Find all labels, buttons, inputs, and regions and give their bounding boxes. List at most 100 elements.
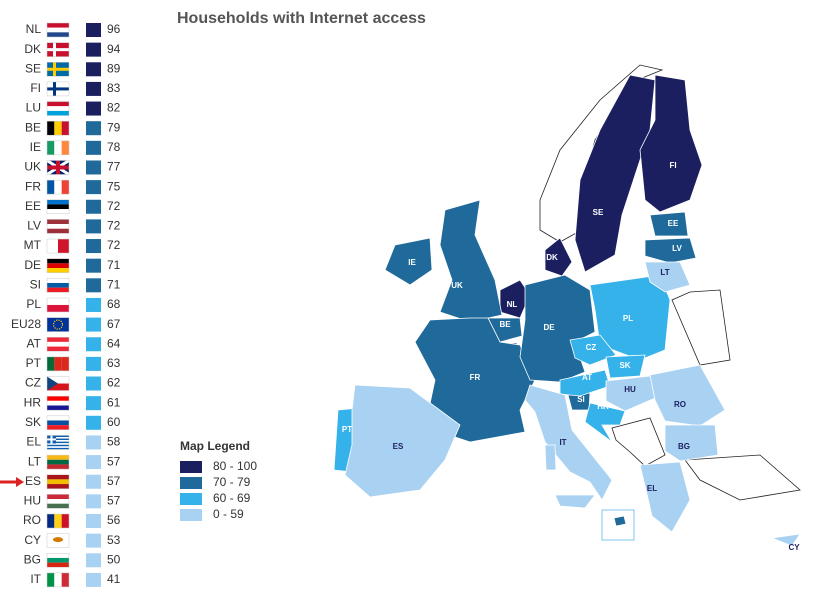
map-label: BE bbox=[499, 320, 511, 329]
value-label: 41 bbox=[107, 572, 121, 586]
map-legend: Map Legend 80 - 100 70 - 79 60 - 69 0 - 59 bbox=[180, 439, 257, 521]
map-label: SE bbox=[593, 208, 604, 217]
flag-border bbox=[46, 278, 70, 293]
map-label: CZ bbox=[586, 343, 597, 352]
country-shape bbox=[574, 74, 656, 273]
map-label: DK bbox=[546, 253, 558, 262]
country-code: LV bbox=[27, 219, 41, 233]
value-swatch bbox=[86, 258, 101, 273]
value-label: 71 bbox=[107, 277, 121, 291]
flag-border bbox=[46, 454, 70, 470]
flag-part bbox=[47, 23, 69, 28]
flag bbox=[46, 238, 70, 254]
flag-part bbox=[47, 209, 69, 214]
value-swatch bbox=[86, 435, 101, 450]
country-code: CZ bbox=[25, 376, 41, 390]
flag-part bbox=[54, 572, 62, 587]
country-shape bbox=[519, 274, 596, 383]
flag-part bbox=[47, 479, 69, 485]
value-swatch bbox=[86, 140, 101, 155]
flag-part bbox=[47, 494, 69, 500]
country-shape bbox=[613, 515, 627, 527]
value-swatch bbox=[86, 553, 101, 568]
flag bbox=[46, 454, 70, 470]
flag-border bbox=[46, 533, 70, 548]
country-shape bbox=[384, 237, 433, 286]
value-label: 62 bbox=[107, 376, 121, 390]
flag-part bbox=[54, 180, 62, 195]
value-swatch bbox=[86, 101, 101, 116]
country-code: HR bbox=[24, 395, 42, 409]
flag-part bbox=[47, 425, 69, 430]
flag-part bbox=[47, 282, 69, 288]
flag-part bbox=[47, 438, 69, 441]
map-label: IE bbox=[408, 258, 416, 267]
value-label: 63 bbox=[107, 356, 121, 370]
flag bbox=[46, 533, 70, 548]
mt-inset bbox=[601, 509, 635, 541]
flag-border bbox=[46, 356, 70, 372]
value-label: 53 bbox=[107, 533, 121, 547]
title: Households with Internet access bbox=[177, 10, 426, 27]
country-code: SI bbox=[30, 277, 41, 291]
flag bbox=[46, 513, 70, 529]
map-label: RO bbox=[674, 400, 686, 409]
value-label: 78 bbox=[107, 140, 121, 154]
country-code: AT bbox=[27, 336, 42, 350]
flag-part bbox=[47, 297, 69, 305]
legend-label: 0 - 59 bbox=[213, 507, 244, 521]
value-label: 68 bbox=[107, 297, 121, 311]
flag bbox=[46, 376, 70, 391]
country-shape bbox=[559, 369, 611, 397]
flag-part bbox=[47, 557, 69, 563]
map-label: LV bbox=[672, 244, 682, 253]
map-label: AT bbox=[582, 373, 592, 382]
flag-part bbox=[58, 239, 69, 254]
flag-part bbox=[47, 278, 69, 283]
non-eu-country bbox=[684, 454, 801, 501]
flag-part bbox=[47, 405, 69, 411]
value-label: 64 bbox=[107, 336, 121, 350]
flag-border bbox=[46, 336, 70, 352]
country-code: BG bbox=[24, 552, 41, 566]
flag-part bbox=[47, 106, 69, 111]
flag-part bbox=[47, 121, 55, 136]
flag-part bbox=[61, 356, 69, 371]
flag-part bbox=[47, 420, 69, 426]
value-label: 96 bbox=[107, 22, 121, 36]
flag-border bbox=[46, 42, 70, 57]
value-label: 71 bbox=[107, 258, 121, 272]
value-swatch bbox=[86, 337, 101, 352]
value-swatch bbox=[86, 180, 101, 195]
flag-border bbox=[46, 22, 70, 38]
flag-part bbox=[54, 356, 62, 371]
flag-part bbox=[47, 258, 69, 264]
map-label: IT bbox=[559, 438, 566, 447]
flag-part bbox=[47, 101, 69, 107]
value-label: 82 bbox=[107, 101, 121, 115]
legend-title: Map Legend bbox=[180, 439, 250, 453]
flag-part bbox=[47, 447, 69, 450]
country-code: SE bbox=[25, 61, 41, 75]
flag bbox=[46, 219, 70, 234]
value-swatch bbox=[86, 160, 101, 175]
flag-border bbox=[46, 376, 70, 391]
flag bbox=[46, 179, 70, 195]
flag bbox=[46, 317, 70, 332]
flag-part bbox=[47, 32, 69, 37]
country-code: IT bbox=[30, 572, 41, 586]
ranking-list: NL 96 DK 94 SE 89 FI 83 LU 82 BE 79 IE 78 UK 77 FR 75 EE 72… bbox=[11, 22, 121, 588]
flag-part bbox=[47, 444, 69, 447]
flag-border bbox=[46, 238, 70, 254]
country-shape bbox=[344, 384, 461, 498]
flag-part bbox=[47, 165, 69, 170]
flag-part bbox=[47, 204, 69, 210]
map-label: LT bbox=[660, 268, 669, 277]
legend-swatch bbox=[180, 477, 202, 489]
value-label: 94 bbox=[107, 42, 121, 56]
value-label: 57 bbox=[107, 474, 121, 488]
country-code: HU bbox=[24, 494, 41, 508]
flag-part bbox=[47, 337, 69, 342]
flag-part bbox=[47, 446, 69, 448]
value-swatch bbox=[86, 219, 101, 234]
